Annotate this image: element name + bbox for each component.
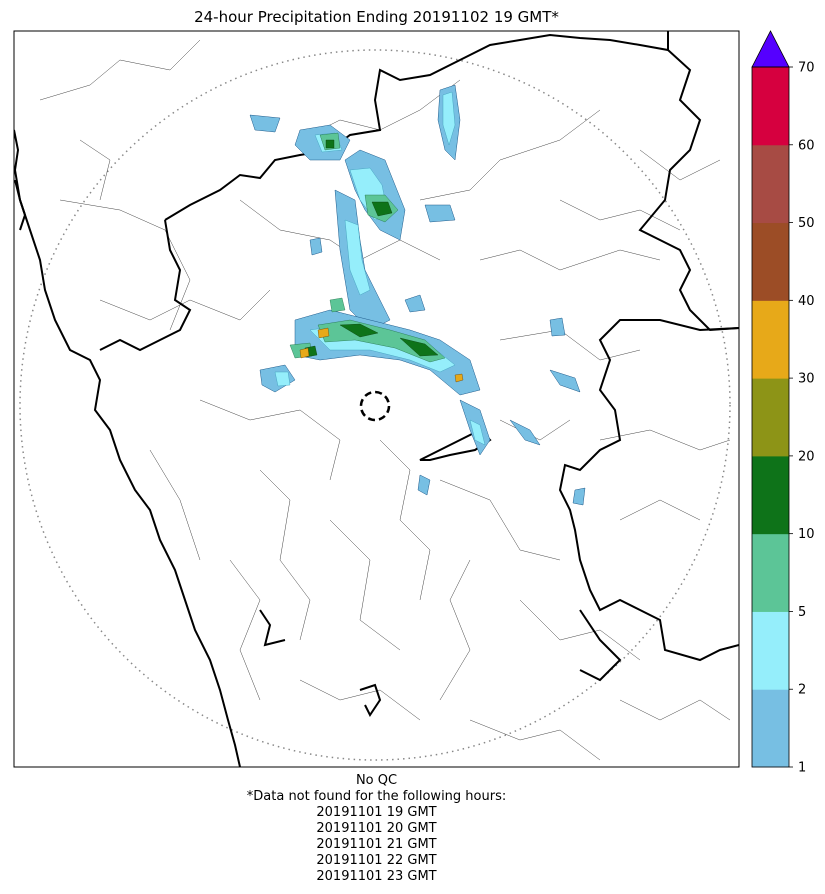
radar-range-ring bbox=[19, 49, 731, 761]
colorbar-segment bbox=[752, 611, 789, 690]
map-title: 24-hour Precipitation Ending 20191102 19… bbox=[194, 8, 559, 26]
colorbar-tick-label: 2 bbox=[798, 683, 806, 698]
colorbar-tick-label: 70 bbox=[798, 61, 815, 76]
colorbar-tick-label: 60 bbox=[798, 138, 815, 153]
colorbar-tick-label: 50 bbox=[798, 216, 815, 231]
colorbar-segment bbox=[752, 144, 789, 224]
missing-hour: 20191101 22 GMT bbox=[316, 853, 437, 868]
colorbar-segment bbox=[752, 455, 789, 535]
colorbar-segment bbox=[752, 533, 789, 612]
precip-level-20-40 bbox=[299, 327, 464, 383]
colorbar-tick-label: 1 bbox=[798, 761, 806, 776]
footer-notes: No QC *Data not found for the following … bbox=[14, 773, 739, 885]
colorbar-tick-label: 10 bbox=[798, 527, 815, 542]
colorbar-segment bbox=[752, 689, 789, 768]
colorbar-segment bbox=[752, 222, 789, 301]
state-boundaries bbox=[14, 31, 739, 767]
colorbar-outline bbox=[751, 66, 790, 768]
colorbar-tick-label: 5 bbox=[798, 605, 806, 620]
map-frame bbox=[13, 30, 740, 768]
qc-note: No QC bbox=[355, 773, 398, 788]
missing-hour: 20191101 19 GMT bbox=[316, 805, 437, 820]
colorbar-segment bbox=[752, 378, 789, 457]
radar-site-marker bbox=[359, 390, 391, 422]
colorbar-segment bbox=[752, 67, 789, 146]
colorbar-tick-label: 30 bbox=[798, 372, 815, 387]
missing-hour: 20191101 21 GMT bbox=[316, 837, 437, 852]
colorbar-extend-arrow bbox=[751, 30, 790, 68]
precip-level-10-20 bbox=[304, 139, 439, 358]
missing-hour: 20191101 20 GMT bbox=[316, 821, 437, 836]
missing-hour: 20191101 23 GMT bbox=[316, 869, 437, 884]
colorbar-segment bbox=[752, 300, 789, 379]
missing-data-note: *Data not found for the following hours: bbox=[246, 789, 507, 804]
colorbar-tick-label: 20 bbox=[798, 449, 815, 464]
colorbar-tick-label: 40 bbox=[798, 294, 815, 309]
